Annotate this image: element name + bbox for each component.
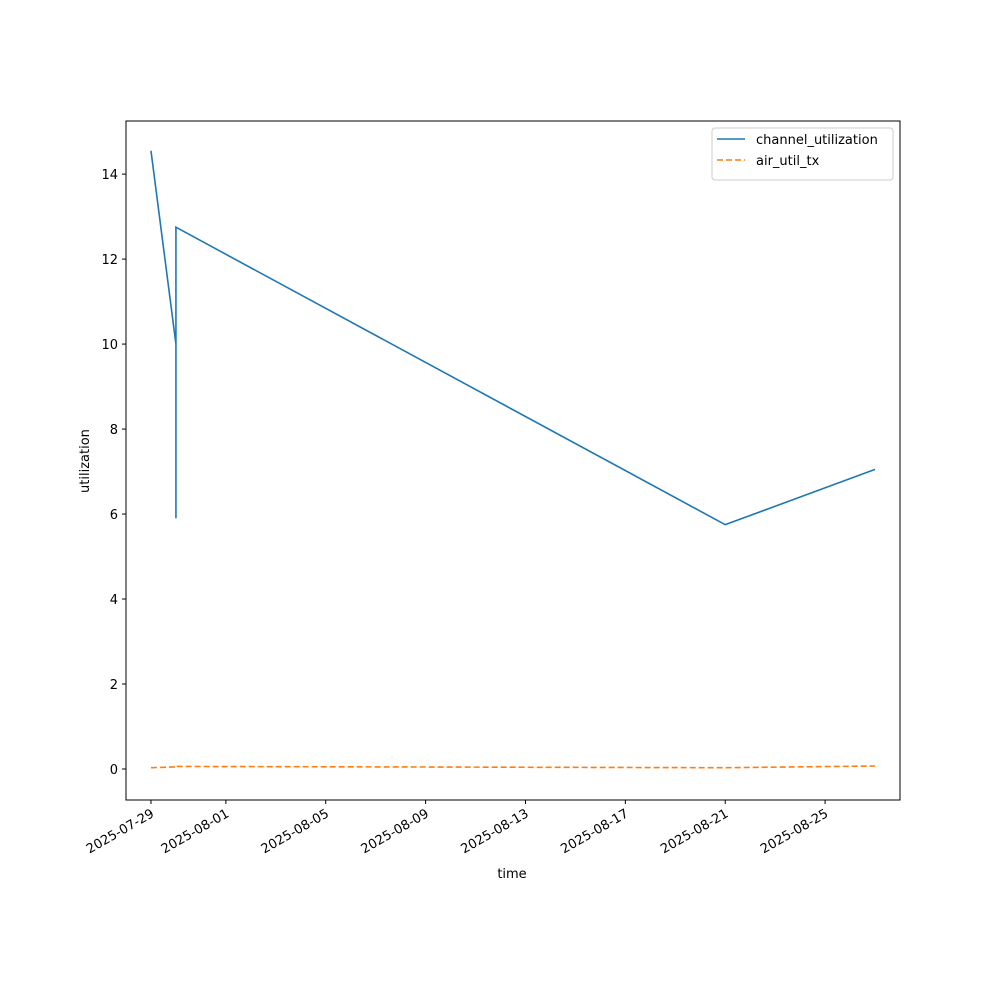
x-tick-label: 2025-08-13: [459, 806, 532, 857]
y-tick-label: 6: [110, 508, 118, 523]
y-tick-label: 8: [110, 423, 118, 438]
x-tick-label: 2025-08-21: [658, 806, 731, 857]
x-tick-label: 2025-08-01: [159, 806, 232, 857]
x-tick-label: 2025-08-17: [558, 806, 631, 857]
y-tick-label: 2: [110, 678, 118, 693]
y-tick-label: 12: [101, 253, 118, 268]
legend: channel_utilization air_util_tx: [711, 127, 894, 181]
x-tick-label: 2025-08-09: [359, 806, 432, 857]
y-tick-label: 0: [110, 763, 118, 778]
y-tick-label: 10: [101, 338, 118, 353]
x-tick-label: 2025-08-05: [259, 806, 332, 857]
y-axis-label: utilization: [78, 429, 93, 493]
legend-label: air_util_tx: [756, 154, 820, 169]
legend-box: [711, 127, 894, 181]
data-line: [150, 150, 876, 526]
x-axis-label: time: [497, 867, 526, 882]
x-tick-label: 2025-07-29: [84, 806, 157, 857]
plot-frame: [125, 120, 901, 801]
y-tick-label: 4: [110, 593, 118, 608]
y-tick-label: 14: [101, 168, 118, 183]
x-tick-label: 2025-08-25: [758, 806, 831, 857]
data-line: [150, 765, 876, 769]
legend-label: channel_utilization: [756, 133, 878, 148]
